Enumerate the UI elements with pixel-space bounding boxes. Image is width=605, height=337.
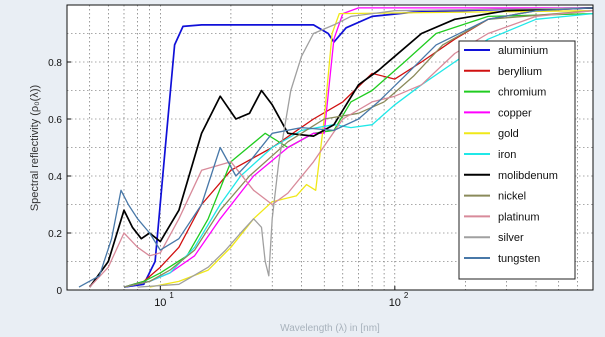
- series-group: [78, 7, 593, 288]
- legend-label-chromium: chromium: [498, 87, 546, 99]
- legend: aluminium beryllium chromium copper gold iron…: [458, 40, 576, 280]
- series-line-aluminium: [123, 7, 593, 288]
- x-tick-label: 10: [389, 297, 401, 309]
- legend-label-tungsten: tungsten: [498, 253, 540, 265]
- series-line-platinum: [89, 10, 593, 288]
- legend-label-beryllium: beryllium: [498, 66, 542, 78]
- y-tick-label: 0.8: [48, 58, 62, 69]
- legend-label-nickel: nickel: [498, 191, 526, 203]
- y-tick-label: 0.6: [48, 115, 62, 126]
- series-line-molibdenum: [89, 7, 593, 288]
- y-tick-label: 0.4: [48, 172, 62, 183]
- legend-label-silver: silver: [498, 232, 524, 244]
- x-tick-exponent: 2: [404, 291, 409, 300]
- y-tick-label: 0.2: [48, 229, 62, 240]
- series-line-silver: [137, 7, 593, 288]
- legend-label-gold: gold: [498, 128, 519, 140]
- x-tick-exponent: 1: [169, 291, 174, 300]
- legend-label-molibdenum: molibdenum: [498, 170, 558, 182]
- plot-frame: [66, 4, 594, 291]
- legend-label-copper: copper: [498, 107, 532, 119]
- x-axis-label: Wavelength (λ) in [nm]: [280, 323, 380, 334]
- legend-label-iron: iron: [498, 149, 516, 161]
- series-line-nickel: [123, 10, 593, 288]
- legend-label-platinum: platinum: [498, 211, 540, 223]
- y-tick-label: 0: [56, 286, 62, 297]
- x-tick-label: 10: [154, 297, 166, 309]
- y-axis-label: Spectral reflectivity (ρ₀(λ)): [29, 85, 41, 211]
- series-line-tungsten: [78, 7, 593, 288]
- legend-box: [458, 40, 576, 280]
- legend-label-aluminium: aluminium: [498, 45, 548, 57]
- series-line-gold: [149, 10, 593, 288]
